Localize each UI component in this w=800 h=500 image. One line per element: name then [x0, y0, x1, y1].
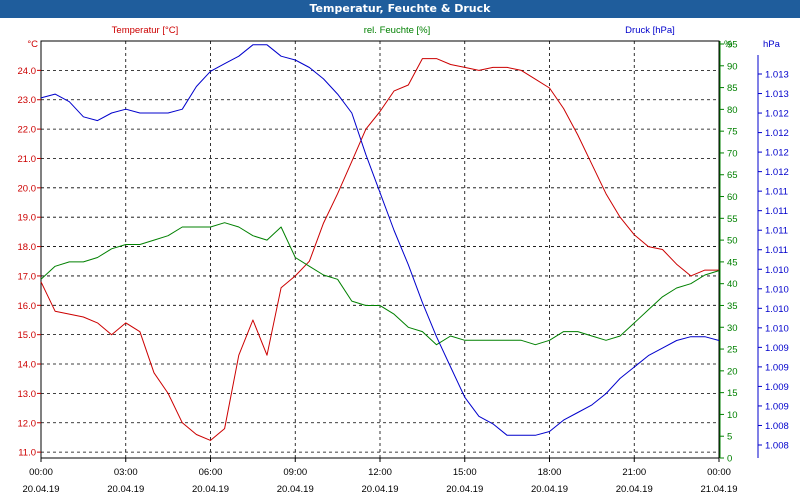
temperature-axis-label: Temperatur [°C] — [112, 25, 179, 36]
humidity-tick-label: 70 — [727, 148, 738, 159]
temperature-tick-label: 15.0 — [18, 330, 37, 341]
pressure-tick-label: 1.010 — [765, 304, 789, 315]
pressure-axis-label: Druck [hPa] — [625, 25, 675, 36]
x-tick-time: 21:00 — [622, 467, 646, 478]
pressure-tick-label: 1.009 — [765, 382, 789, 393]
temperature-tick-label: 24.0 — [18, 66, 37, 77]
temperature-tick-label: 13.0 — [18, 389, 37, 400]
x-tick-date: 20.04.19 — [531, 484, 568, 495]
pressure-tick-label: 1.011 — [765, 226, 788, 237]
pressure-tick-label: 1.012 — [765, 128, 789, 139]
x-tick-date: 20.04.19 — [446, 484, 483, 495]
temperature-tick-label: 19.0 — [18, 213, 37, 224]
temperature-unit: °C — [27, 39, 38, 50]
humidity-tick-label: 20 — [727, 366, 738, 377]
humidity-tick-label: 5 — [727, 432, 732, 443]
window-title: Temperatur, Feuchte & Druck — [0, 0, 800, 18]
ticks: 00:00 20.04.19 03:00 20.04.19 06:00 20.04.19 0… — [18, 40, 789, 496]
pressure-tick-label: 1.013 — [765, 70, 789, 81]
pressure-tick-label: 1.013 — [765, 89, 789, 100]
axes: Temperatur [°C] rel. Feuchte [%] Druck [… — [27, 25, 780, 50]
x-tick-date: 20.04.19 — [277, 484, 314, 495]
x-tick-time: 09:00 — [283, 467, 307, 478]
x-tick-date: 20.04.19 — [23, 484, 60, 495]
x-tick-time: 03:00 — [114, 467, 138, 478]
humidity-tick-label: 85 — [727, 83, 738, 94]
humidity-tick-label: 50 — [727, 236, 738, 247]
series-line-humidity — [40, 222, 720, 346]
pressure-tick-label: 1.009 — [765, 343, 789, 354]
temperature-tick-label: 16.0 — [18, 301, 37, 312]
humidity-unit: % — [724, 39, 733, 50]
x-tick-time: 12:00 — [368, 467, 392, 478]
series-line-temperature — [40, 58, 719, 441]
pressure-tick-label: 1.011 — [765, 245, 788, 256]
x-tick-date: 20.04.19 — [362, 484, 399, 495]
humidity-tick-label: 10 — [727, 410, 738, 421]
humidity-tick-label: 90 — [727, 61, 738, 72]
x-tick-time: 15:00 — [453, 467, 477, 478]
x-tick-date: 21.04.19 — [701, 484, 738, 495]
pressure-tick-label: 1.012 — [765, 148, 789, 159]
temperature-tick-label: 20.0 — [18, 183, 37, 194]
humidity-tick-label: 0 — [727, 454, 732, 465]
humidity-tick-label: 45 — [727, 257, 738, 268]
pressure-tick-label: 1.009 — [765, 362, 789, 373]
humidity-tick-label: 95 — [727, 40, 738, 51]
temperature-tick-label: 11.0 — [18, 448, 36, 459]
pressure-tick-label: 1.010 — [765, 323, 789, 334]
humidity-axis-label: rel. Feuchte [%] — [364, 25, 431, 36]
pressure-tick-label: 1.008 — [765, 441, 789, 452]
humidity-tick-label: 25 — [727, 345, 738, 356]
pressure-tick-label: 1.011 — [765, 206, 788, 217]
humidity-tick-label: 80 — [727, 105, 738, 116]
x-tick-time: 00:00 — [29, 467, 53, 478]
pressure-unit: hPa — [763, 39, 781, 50]
humidity-tick-label: 35 — [727, 301, 738, 312]
humidity-tick-label: 65 — [727, 170, 738, 181]
pressure-tick-label: 1.010 — [765, 284, 789, 295]
pressure-tick-label: 1.009 — [765, 401, 789, 412]
pressure-tick-label: 1.011 — [765, 187, 788, 198]
humidity-tick-label: 55 — [727, 214, 738, 225]
x-tick-date: 20.04.19 — [192, 484, 229, 495]
x-tick-time: 06:00 — [199, 467, 223, 478]
humidity-tick-label: 40 — [727, 279, 738, 290]
pressure-tick-label: 1.012 — [765, 109, 789, 120]
humidity-tick-label: 15 — [727, 388, 738, 399]
grid — [41, 41, 719, 458]
humidity-tick-label: 30 — [727, 323, 738, 334]
pressure-tick-label: 1.012 — [765, 167, 789, 178]
temperature-tick-label: 22.0 — [18, 125, 37, 136]
x-tick-time: 18:00 — [538, 467, 562, 478]
series-line-pressure — [40, 44, 720, 436]
humidity-tick-label: 60 — [727, 192, 738, 203]
x-tick-date: 20.04.19 — [107, 484, 144, 495]
series-lines — [40, 44, 720, 441]
temperature-tick-label: 14.0 — [18, 360, 37, 371]
humidity-tick-label: 75 — [727, 127, 738, 138]
x-tick-time: 00:00 — [707, 467, 731, 478]
temperature-tick-label: 18.0 — [18, 242, 37, 253]
temperature-tick-label: 21.0 — [18, 154, 37, 165]
pressure-tick-label: 1.008 — [765, 421, 789, 432]
x-tick-date: 20.04.19 — [616, 484, 653, 495]
pressure-tick-label: 1.010 — [765, 265, 789, 276]
temperature-tick-label: 17.0 — [18, 271, 37, 282]
temperature-tick-label: 12.0 — [18, 418, 37, 429]
temperature-tick-label: 23.0 — [18, 95, 37, 106]
